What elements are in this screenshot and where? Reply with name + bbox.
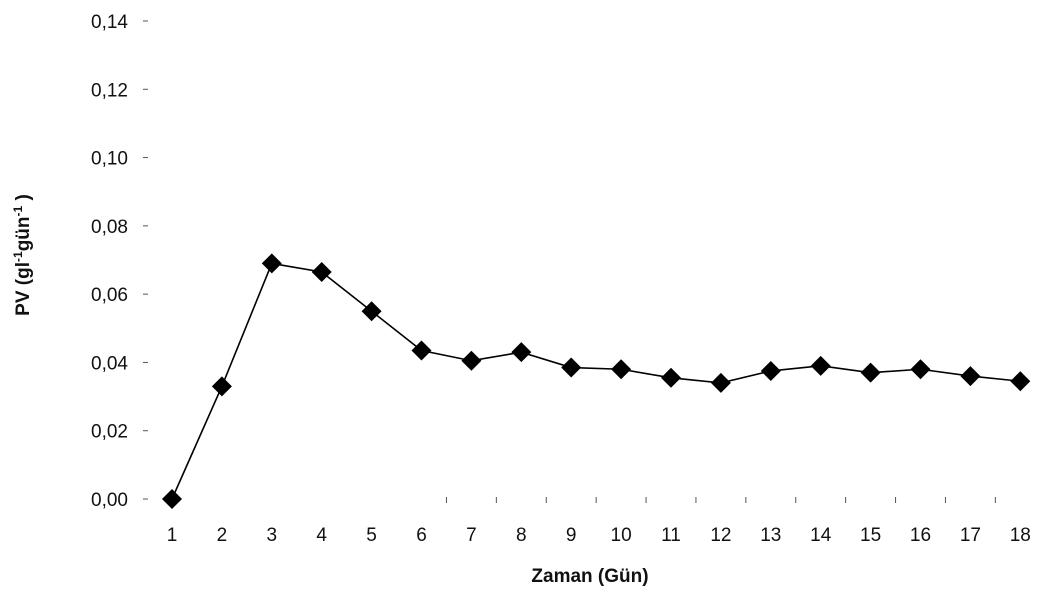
data-point-marker: [611, 359, 632, 380]
x-tick-label: 2: [217, 525, 228, 546]
x-tick-label: 17: [960, 525, 981, 546]
data-point-marker: [710, 372, 731, 393]
data-point-marker: [561, 357, 582, 378]
data-point-marker: [311, 261, 332, 282]
y-axis-title-sup1: -1: [11, 251, 25, 262]
y-axis-title-suffix: ): [13, 194, 34, 206]
x-tick-label: 8: [516, 525, 527, 546]
x-tick-label: 1: [167, 525, 178, 546]
x-axis-title: Zaman (Gün): [531, 566, 648, 587]
data-point-marker: [910, 359, 931, 380]
y-axis-title-middle: gün: [13, 216, 34, 251]
x-tick-label: 18: [1010, 525, 1031, 546]
y-axis-title-prefix: PV (gl: [13, 262, 34, 316]
data-point-marker: [661, 367, 681, 388]
x-tick-label: 7: [466, 525, 477, 546]
x-tick-label: 16: [910, 525, 931, 546]
x-tick-label: 9: [566, 525, 577, 546]
x-tick-label: 13: [760, 525, 781, 546]
y-tick-label: 0,10: [91, 149, 128, 170]
y-axis-title: PV (gl-1gün-1 ): [11, 194, 34, 316]
data-point-marker: [211, 376, 232, 397]
x-tick-label: 11: [661, 525, 681, 546]
data-point-marker: [411, 340, 432, 361]
data-point-marker: [1010, 371, 1031, 392]
data-point-marker: [810, 355, 831, 376]
y-tick-label: 0,04: [91, 353, 128, 374]
x-tick-label: 4: [316, 525, 327, 546]
x-axis: 1 2 3 4 5 6 7 8 9 10 11 12 13 14 15 16 17 18: [167, 497, 1031, 546]
x-tick-label: 3: [267, 525, 278, 546]
x-tick-label: 5: [366, 525, 377, 546]
x-tick-label: 10: [611, 525, 632, 546]
x-tick-label: 15: [860, 525, 881, 546]
data-point-marker: [361, 301, 382, 322]
y-axis-title-sup2: -1: [11, 205, 25, 216]
y-tick-label: 0,14: [91, 12, 128, 33]
y-tick-label: 0,06: [91, 285, 128, 306]
y-tick-label: 0,12: [91, 80, 128, 101]
series-line: [171, 262, 1021, 500]
x-tick-label: 14: [810, 525, 832, 546]
series-layer: [162, 253, 1031, 509]
data-point-marker: [461, 350, 482, 371]
y-tick-label: 0,08: [91, 217, 128, 238]
data-point-marker: [760, 360, 781, 381]
data-point-marker: [511, 342, 532, 363]
y-tick-label: 0,02: [91, 422, 128, 443]
y-tick-label: 0,00: [91, 490, 128, 511]
x-tick-label: 12: [710, 525, 731, 546]
data-point-marker: [960, 366, 981, 387]
data-point-marker: [261, 253, 282, 274]
data-point-marker: [860, 362, 881, 383]
y-axis: 0,00 0,02 0,04 0,06 0,08 0,10 0,12 0,14: [91, 12, 148, 511]
x-tick-label: 6: [416, 525, 427, 546]
data-point-marker: [162, 489, 182, 509]
